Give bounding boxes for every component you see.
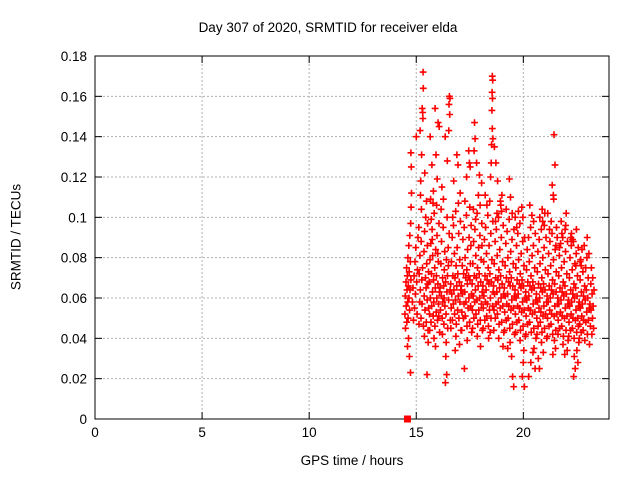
chart-title: Day 307 of 2020, SRMTID for receiver eld… [198, 20, 458, 35]
y-tick-label: 0.04 [61, 331, 88, 346]
x-tick-label: 5 [198, 425, 206, 440]
y-axis-label: SRMTID / TECUs [8, 183, 24, 291]
tick-labels: 0 5 10 15 20 0 0.02 0.04 0.06 0.08 0.1 0.12 0.14 0.16… [61, 49, 531, 440]
y-tick-label: 0.02 [61, 372, 87, 387]
x-tick-label: 15 [409, 425, 424, 440]
x-tick-label: 0 [91, 425, 99, 440]
y-tick-label: 0 [79, 412, 87, 427]
y-tick-label: 0.16 [61, 89, 87, 104]
y-tick-label: 0.08 [61, 251, 87, 266]
scatter-series-plus [401, 68, 598, 391]
y-tick-label: 0.12 [61, 170, 87, 185]
y-tick-label: 0.06 [61, 291, 87, 306]
plot-border [94, 55, 610, 420]
x-axis-label: GPS time / hours [300, 453, 404, 468]
y-tick-label: 0.18 [61, 49, 87, 64]
start-square-marker [403, 415, 411, 423]
y-tick-label: 0.1 [68, 210, 87, 225]
y-tick-label: 0.14 [61, 130, 88, 145]
x-tick-label: 10 [302, 425, 317, 440]
x-tick-label: 20 [516, 425, 531, 440]
